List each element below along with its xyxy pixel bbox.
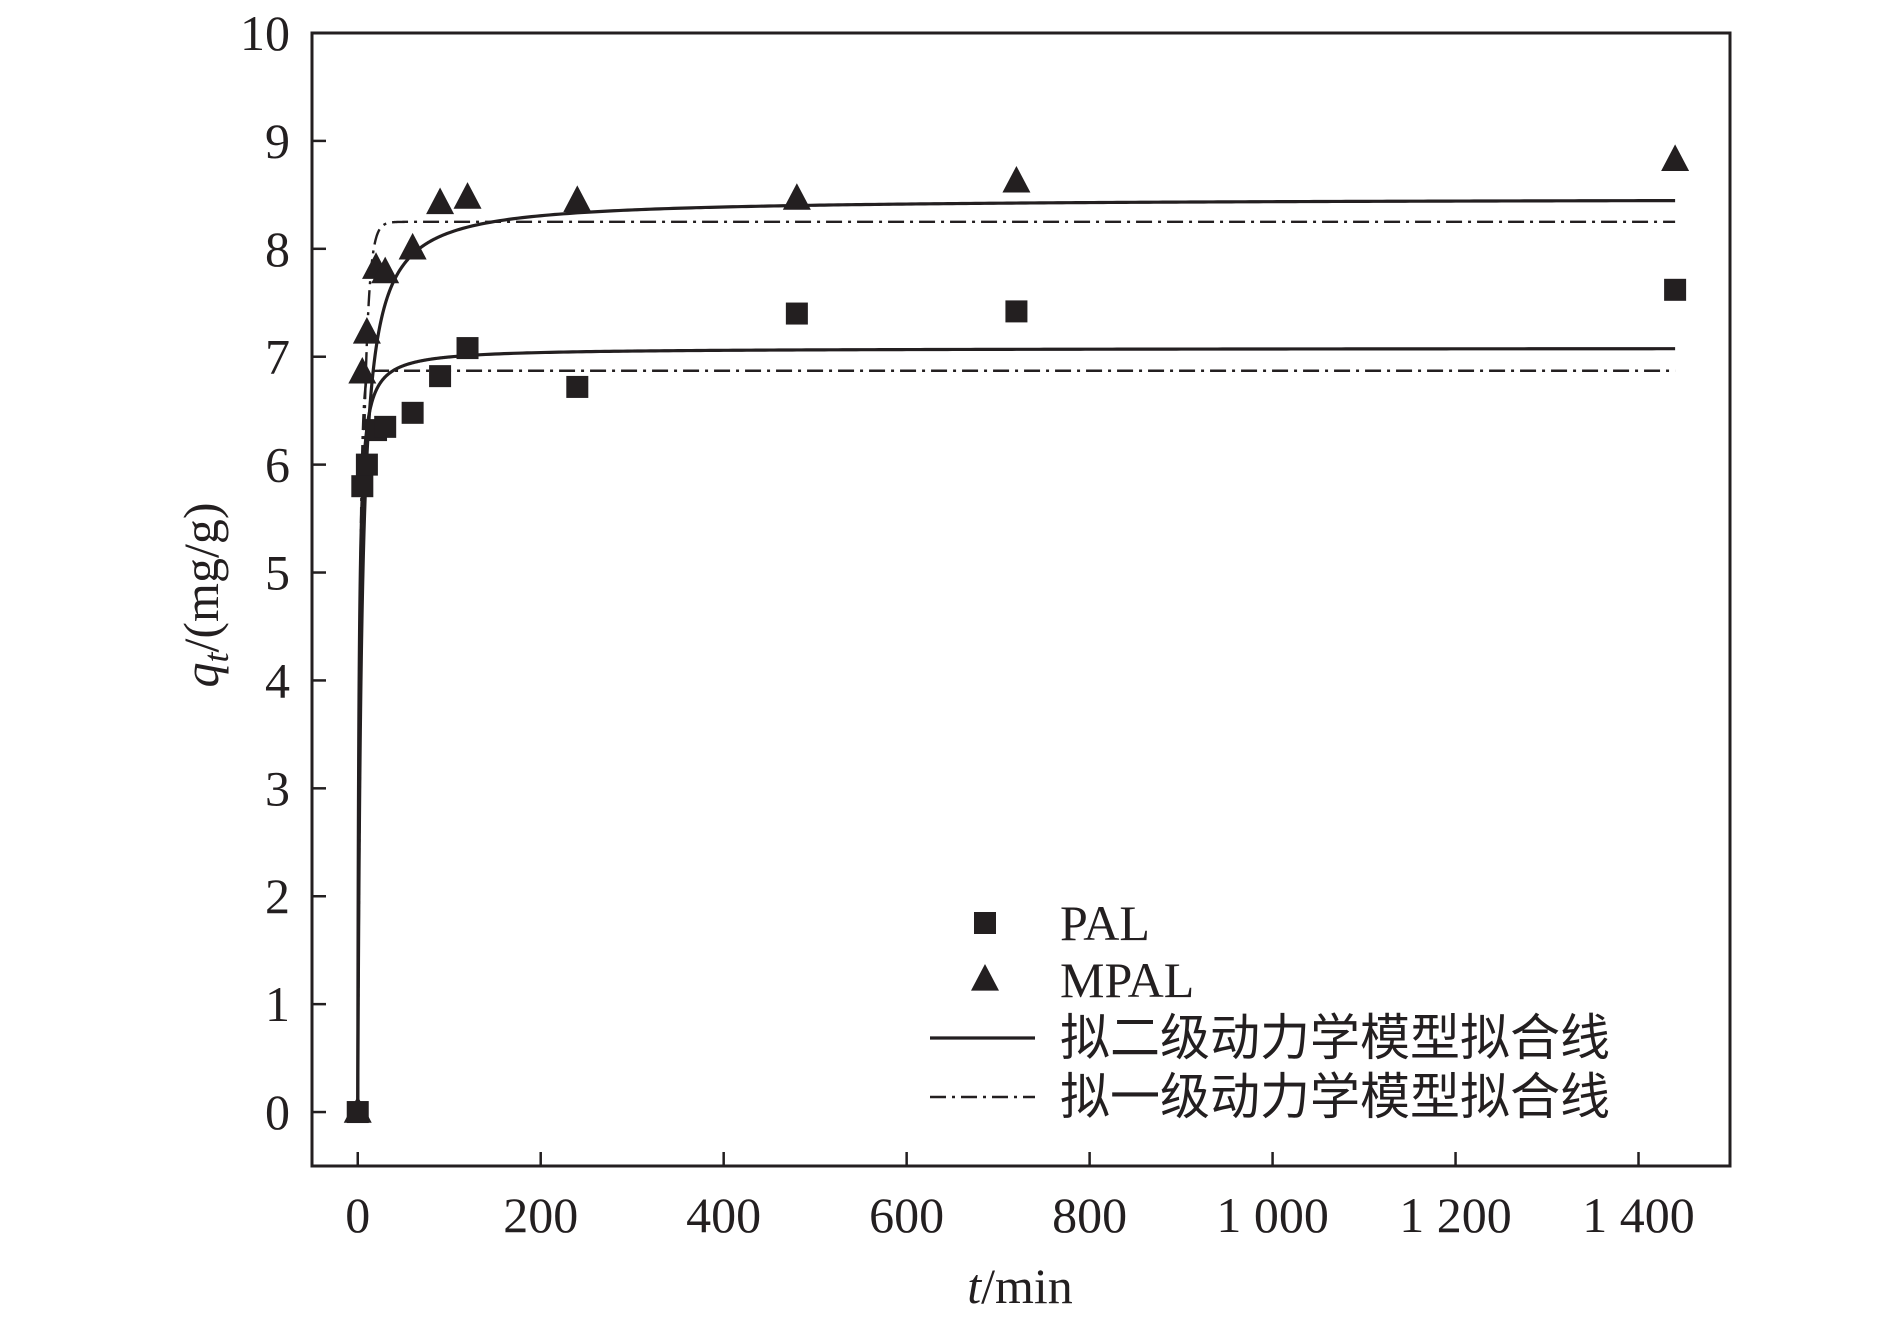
y-tick-label: 3 [265,760,290,816]
point-mpal [398,232,427,260]
plot-frame [310,31,1732,1168]
point-pal [1664,278,1687,301]
fit-curve-pseudo-second-order-pal [356,347,1676,1113]
point-mpal [782,183,811,210]
y-tick-label: 2 [265,868,290,924]
x-tick-label: 400 [686,1187,761,1243]
point-pal [429,365,452,388]
data-points [343,144,1690,1124]
y-axis-label: qt/(mg/g) [173,503,236,688]
y-tick-label: 1 [265,976,290,1032]
point-pal [374,415,397,438]
point-mpal [371,256,400,284]
x-axis-label: t/min [967,1258,1073,1314]
legend-first-order: 拟一级动力学模型拟合线 [930,1069,1610,1125]
x-tick-label: 0 [345,1187,370,1243]
legend-triangle-marker [971,964,999,991]
legend-mpal: MPAL [971,952,1194,1008]
y-tick-label: 8 [265,221,290,277]
point-pal [785,302,808,325]
point-mpal [343,1096,372,1123]
point-mpal [352,317,381,344]
point-mpal [1661,144,1690,171]
x-tick-label: 1 200 [1399,1187,1512,1243]
legend-label: MPAL [1060,952,1194,1008]
legend-second-order: 拟二级动力学模型拟合线 [930,1010,1610,1066]
x-tick-label: 1 000 [1216,1187,1329,1243]
x-tick-label: 800 [1052,1187,1127,1243]
legend-label: PAL [1060,895,1150,951]
fit-curve-pseudo-first-order-mpal [356,220,1676,1113]
fit-curve-pseudo-first-order-pal [356,369,1676,1113]
point-pal [1005,300,1028,323]
x-tick-label: 200 [503,1187,578,1243]
point-mpal [426,187,455,215]
y-tick-label: 4 [265,652,290,708]
y-tick-label: 5 [265,545,290,601]
x-tick-label: 600 [869,1187,944,1243]
y-tick-label: 9 [265,113,290,169]
x-tick-label: 1 400 [1582,1187,1695,1243]
point-pal [351,475,374,498]
legend-label: 拟一级动力学模型拟合线 [1060,1069,1610,1125]
legend-label: 拟二级动力学模型拟合线 [1060,1010,1610,1066]
point-pal [566,375,589,398]
point-pal [401,401,424,424]
y-tick-label: 6 [265,437,290,493]
y-tick-label: 10 [240,5,290,61]
y-tick-label: 7 [265,329,290,385]
point-pal [355,453,378,476]
legend-pal: PAL [974,895,1150,951]
point-mpal [1002,165,1031,193]
point-mpal [453,182,482,209]
axes: 0 200 400 600 800 1 000 1 200 1 400 0 1 2 3 4 5 6 7 8 9 10 [240,5,1732,1243]
point-pal [456,337,479,360]
fit-curve-pseudo-second-order-mpal [356,198,1676,1113]
fit-lines [356,198,1676,1113]
legend-square-marker [974,912,996,934]
point-mpal [348,356,377,384]
y-tick-label: 0 [265,1084,290,1140]
point-mpal [563,185,592,212]
